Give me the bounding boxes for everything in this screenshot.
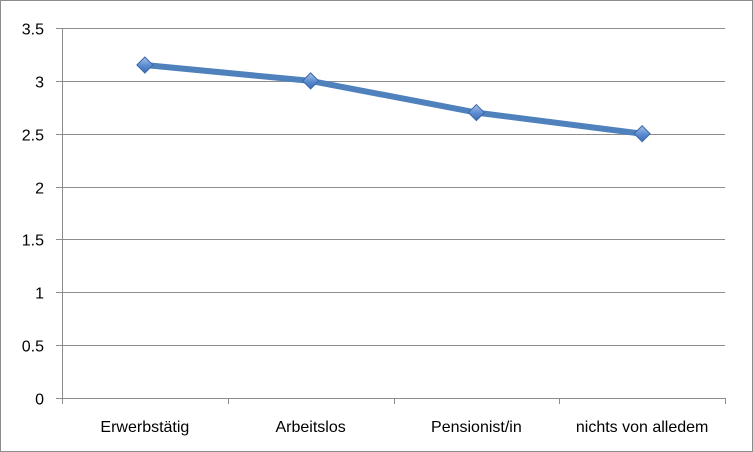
x-tick-labels: Erwerbstätig Arbeitslos Pensionist/in nicht… — [100, 419, 708, 436]
y-tick-label: 2 — [35, 181, 44, 198]
gridlines — [62, 28, 725, 346]
markers — [136, 56, 651, 143]
data-point — [467, 103, 486, 122]
y-tick-label: 3 — [35, 75, 44, 92]
y-tick-labels: 0 0.5 1 1.5 2 2.5 3 3.5 — [22, 22, 44, 409]
y-tick-label: 3.5 — [22, 22, 44, 39]
x-tick-label: nichts von alledem — [576, 419, 709, 436]
data-point — [633, 125, 651, 143]
x-tick-label: Erwerbstätig — [100, 419, 189, 436]
data-point — [301, 72, 320, 90]
y-tick-label: 0 — [35, 392, 44, 409]
y-tick-label: 1 — [35, 286, 44, 303]
series-line — [141, 62, 646, 137]
axes — [56, 28, 726, 404]
x-tick-label: Pensionist/in — [431, 419, 522, 436]
data-point — [136, 56, 154, 74]
y-tick-label: 1.5 — [22, 233, 44, 250]
y-tick-label: 2.5 — [22, 128, 44, 145]
y-tick-label: 0.5 — [22, 339, 44, 356]
series — [141, 62, 646, 137]
x-tick-label: Arbeitslos — [276, 419, 346, 436]
